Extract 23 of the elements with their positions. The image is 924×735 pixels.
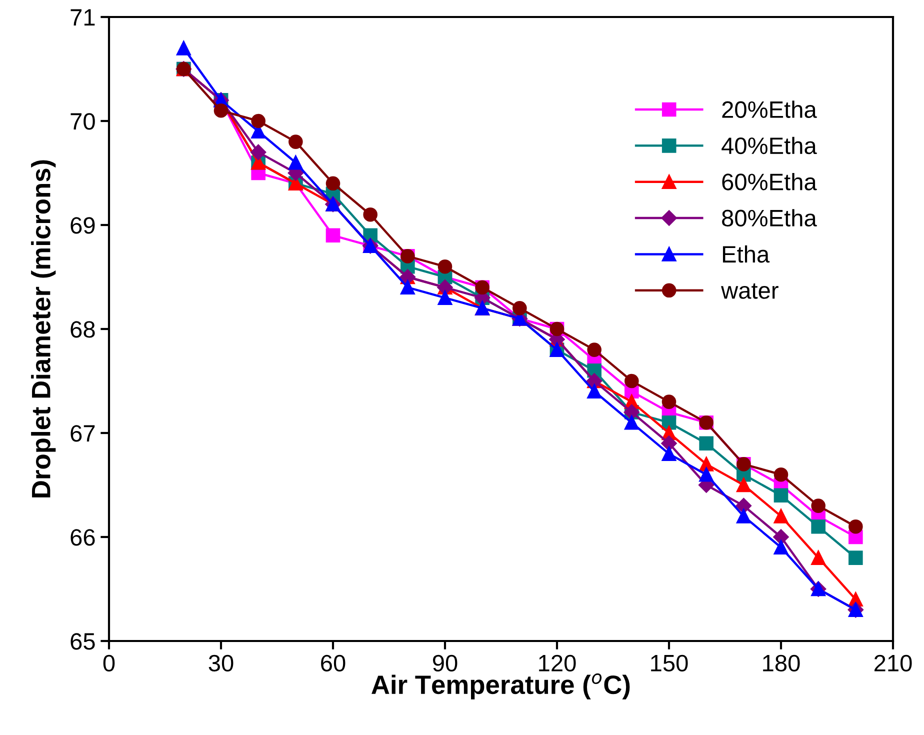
x-axis-title: Air Temperature ($^{o}$C) (372, 673, 630, 700)
y-tick-label: 70 (70, 113, 95, 130)
legend-label: 60%Etha (722, 173, 817, 190)
y-tick-label: 67 (70, 425, 95, 442)
legend-label: 20%Etha (722, 100, 817, 118)
legend-label: Etha (722, 245, 770, 263)
y-tick-label: 65 (70, 633, 95, 650)
x-tick-label: 180 (763, 654, 800, 672)
x-tick-label: 210 (874, 654, 912, 672)
x-tick-label: 150 (651, 654, 688, 672)
x-tick-label: 90 (432, 654, 458, 672)
x-tick-label: 60 (321, 654, 346, 672)
y-tick-label: 71 (70, 9, 95, 26)
legend-label: 80%Etha (722, 209, 817, 227)
y-axis-title: Droplet Diameter (microns) (31, 160, 56, 498)
x-tick-label: 120 (539, 654, 576, 672)
y-tick-label: 68 (70, 321, 95, 338)
x-tick-label: 30 (208, 654, 234, 672)
y-tick-label: 69 (70, 217, 95, 234)
x-tick-label: 0 (103, 654, 115, 672)
y-tick-label: 66 (70, 529, 95, 546)
legend-label: 40%Etha (722, 136, 817, 154)
legend-label: water (721, 283, 778, 299)
